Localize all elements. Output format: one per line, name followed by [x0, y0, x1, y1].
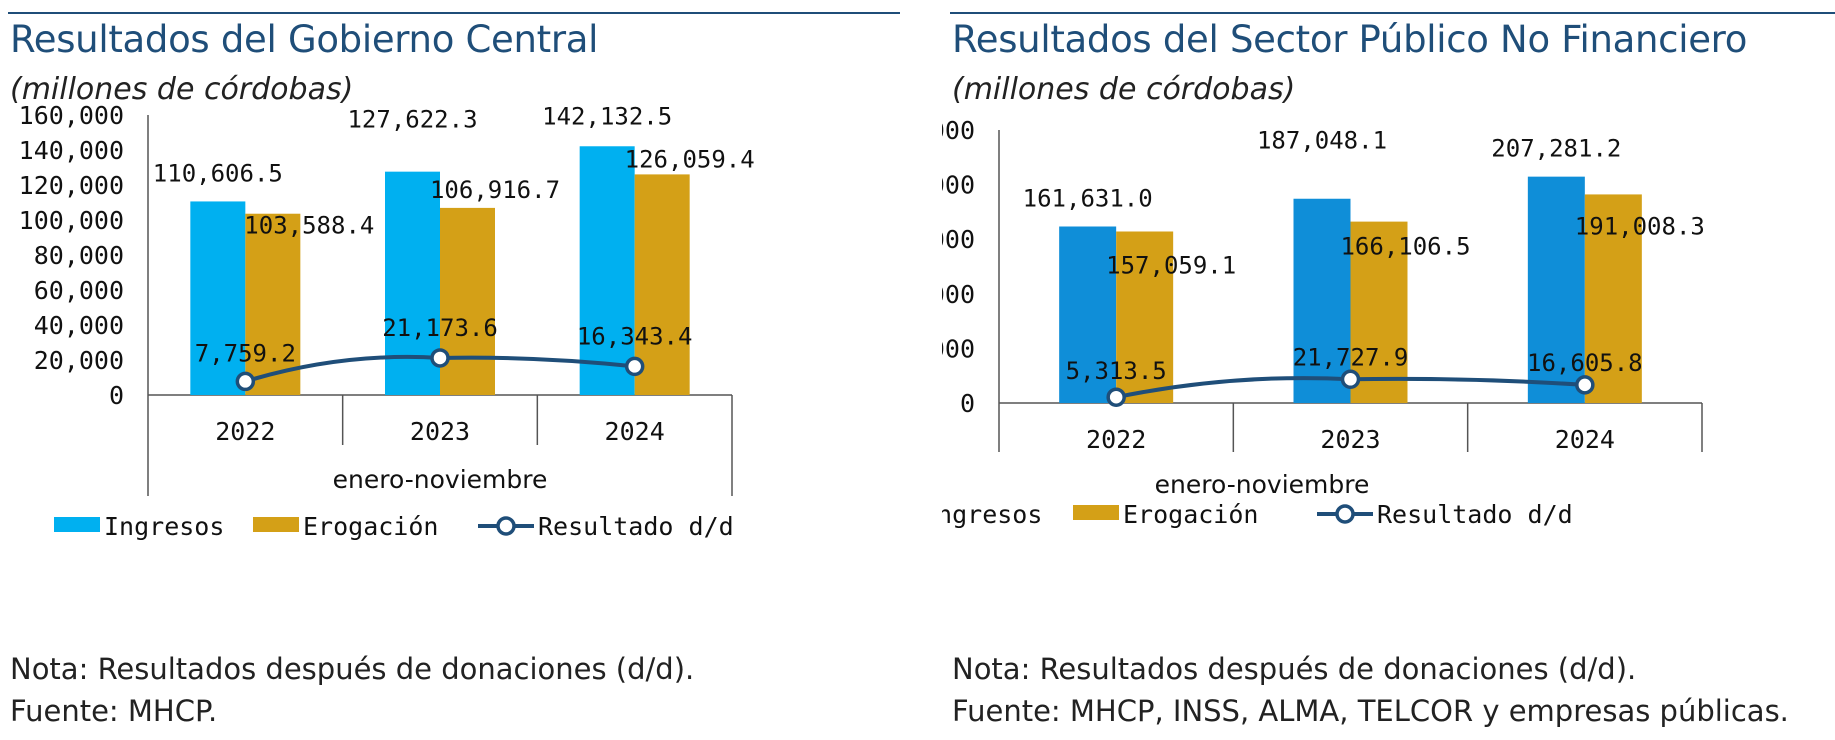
data-label-ingresos: 207,281.2	[1491, 135, 1621, 163]
data-label-erogacion: 126,059.4	[625, 145, 755, 173]
bar-erogacion	[1350, 221, 1408, 403]
y-tick-label: 150,000	[942, 225, 975, 254]
chart-source: Fuente: MHCP, INSS, ALMA, TELCOR y empre…	[952, 694, 1789, 728]
legend-label-resultado: Resultado d/d	[1377, 500, 1573, 529]
y-tick-label: 20,000	[34, 346, 124, 375]
chart-panel-gobierno-central: Resultados del Gobierno Central (millone…	[0, 0, 900, 740]
data-label-ingresos: 110,606.5	[153, 159, 283, 187]
legend-label-ingresos: Ingresos	[104, 512, 224, 541]
x-tick-label: 2023	[410, 417, 470, 446]
x-tick-label: 2022	[215, 417, 275, 446]
chart-panel-sector-publico: Resultados del Sector Público No Financi…	[942, 0, 1835, 740]
x-tick-label: 2024	[605, 417, 665, 446]
data-label-resultado: 21,727.9	[1293, 343, 1409, 371]
y-tick-label: 100,000	[19, 206, 124, 235]
data-label-ingresos: 127,622.3	[347, 106, 477, 134]
point-resultado	[624, 356, 645, 377]
point-resultado	[1340, 369, 1361, 390]
data-label-resultado: 21,173.6	[382, 314, 498, 342]
y-tick-label: 60,000	[34, 276, 124, 305]
y-tick-label: 120,000	[19, 171, 124, 200]
legend-label-resultado: Resultado d/d	[538, 512, 734, 541]
bar-erogacion	[245, 213, 301, 395]
title-rule	[950, 12, 1835, 14]
data-label-resultado: 16,343.4	[577, 322, 693, 350]
y-tick-label: 50,000	[942, 334, 975, 363]
chart-note: Nota: Resultados después de donaciones (…	[10, 652, 695, 686]
data-label-resultado: 16,605.8	[1527, 349, 1643, 377]
y-tick-label: 250,000	[942, 116, 975, 145]
chart-subtitle: (millones de córdobas)	[10, 72, 354, 107]
bar-ingresos	[190, 201, 246, 395]
data-label-resultado: 7,759.2	[195, 339, 296, 367]
legend-label-erogacion: Erogación	[303, 512, 438, 541]
bar-erogacion	[1584, 194, 1642, 403]
data-label-erogacion: 191,008.3	[1575, 212, 1705, 240]
y-tick-label: 0	[109, 381, 124, 410]
point-resultado	[235, 371, 256, 392]
point-resultado	[1575, 375, 1595, 395]
x-axis-title: enero-noviembre	[1155, 470, 1370, 499]
bar-ingresos	[579, 146, 635, 395]
chart-title: Resultados del Gobierno Central	[10, 18, 599, 61]
data-label-erogacion: 106,916.7	[430, 176, 560, 204]
data-label-erogacion: 157,059.1	[1106, 251, 1236, 279]
data-label-erogacion: 103,588.4	[244, 212, 374, 240]
x-axis-title: enero-noviembre	[333, 465, 548, 494]
bar-ingresos	[1527, 176, 1585, 403]
legend-marker-resultado	[1335, 504, 1355, 524]
bar-ingresos	[1293, 198, 1351, 403]
legend-swatch-erogacion	[253, 517, 299, 532]
y-tick-label: 200,000	[942, 171, 975, 200]
x-tick-label: 2022	[1086, 425, 1146, 454]
x-tick-label: 2024	[1555, 425, 1615, 454]
data-label-erogacion: 166,106.5	[1340, 233, 1470, 261]
legend-label-erogacion: Erogación	[1123, 500, 1258, 529]
legend-swatch-erogacion	[1073, 505, 1119, 520]
chart-subtitle: (millones de córdobas)	[952, 72, 1296, 107]
legend-marker-resultado	[496, 516, 516, 536]
bar-line-chart-gobierno-central: 0 20,000 40,000 60,000 80,000 100,000 120,000 1…	[19, 101, 755, 541]
y-tick-label: 140,000	[19, 136, 124, 165]
y-tick-label: 0	[960, 389, 975, 418]
bar-erogacion	[440, 207, 495, 395]
bar-ingresos	[1059, 226, 1117, 403]
bar-erogacion	[1116, 231, 1174, 403]
bar-erogacion	[634, 174, 690, 395]
data-label-ingresos: 187,048.1	[1257, 127, 1387, 155]
chart-source: Fuente: MHCP.	[10, 694, 218, 728]
data-label-resultado: 5,313.5	[1066, 357, 1167, 385]
point-resultado	[1106, 387, 1126, 407]
y-tick-label: 40,000	[34, 311, 124, 340]
y-tick-label: 80,000	[34, 241, 124, 270]
data-label-ingresos: 142,132.5	[542, 102, 672, 130]
legend-label-ingresos: Ingresos	[942, 500, 1042, 529]
point-resultado	[430, 348, 450, 368]
legend-swatch-ingresos	[54, 517, 100, 532]
chart-title: Resultados del Sector Público No Financi…	[952, 18, 1748, 61]
y-tick-label: 160,000	[19, 101, 124, 130]
chart-note: Nota: Resultados después de donaciones (…	[952, 652, 1637, 686]
x-tick-label: 2023	[1320, 425, 1380, 454]
y-tick-label: 100,000	[942, 280, 975, 309]
bar-line-chart-sector-publico: 0 50,000 100,000 150,000 200,000 250,000 2022 2…	[942, 116, 1705, 529]
title-rule	[8, 12, 900, 14]
data-label-ingresos: 161,631.0	[1023, 184, 1153, 212]
